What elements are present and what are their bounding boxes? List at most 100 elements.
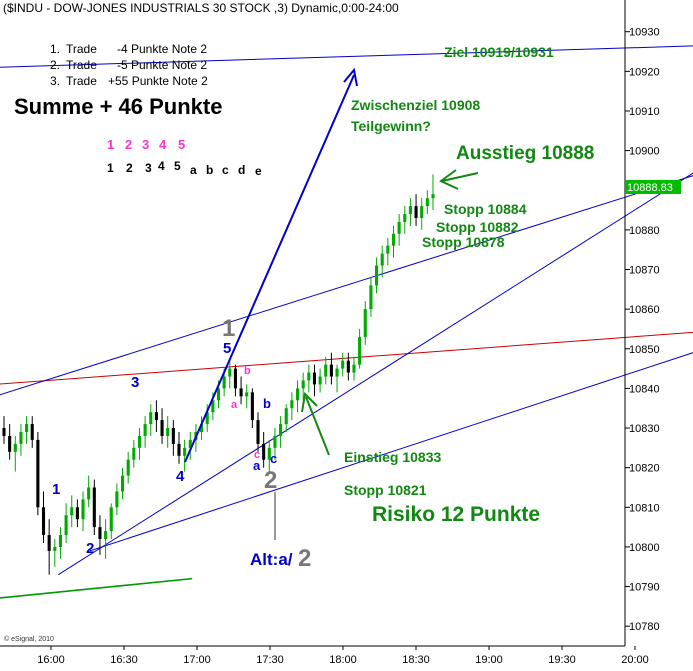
candle-body: [211, 400, 215, 413]
candle-body: [307, 372, 311, 381]
candle-body: [36, 439, 40, 508]
y-tick-label: 10820: [629, 463, 660, 475]
count-pink-row: 1 2 3 4 5: [107, 137, 185, 152]
x-tick-label: 20:00: [621, 654, 649, 666]
candle-body: [228, 368, 232, 377]
candle-body: [352, 364, 356, 373]
entry-arrow-head: [301, 391, 318, 413]
count-black-2: 2: [126, 161, 133, 175]
candle-body: [171, 428, 175, 444]
candle-body: [75, 507, 79, 520]
y-tick-label: 10850: [629, 344, 660, 356]
candle-body: [25, 424, 29, 432]
alt-label: Alt:a/: [250, 550, 293, 569]
wave-c-pink: c: [254, 449, 260, 461]
candle-body: [216, 388, 221, 401]
count-black-a: a: [190, 163, 197, 177]
legend-label-3: Trade: [66, 74, 97, 88]
x-tick-label: 16:30: [110, 654, 138, 666]
candle-body: [273, 435, 277, 448]
count-black-e: e: [255, 164, 262, 178]
x-tick-label: 19:00: [475, 654, 503, 666]
y-tick-label: 10810: [629, 502, 660, 514]
wave-a-pink: a: [231, 399, 238, 411]
candle-body: [87, 487, 91, 500]
y-tick-label: 10900: [629, 146, 660, 158]
candle-body: [98, 527, 102, 539]
candle-body: [284, 408, 288, 425]
candle-body: [369, 285, 373, 310]
candle-body: [324, 364, 328, 377]
candle-body: [109, 507, 113, 532]
candle-body: [2, 428, 6, 436]
copyright: © eSignal, 2010: [4, 635, 54, 643]
candle-body: [295, 388, 300, 401]
exit-arrow-line: [441, 172, 479, 182]
legend-value-1: -4 Punkte Note 2: [117, 42, 207, 56]
count-black-3: 3: [145, 161, 152, 175]
trendline: [0, 175, 693, 396]
legend-label-2: Trade: [66, 58, 97, 72]
legend-value-3: +55 Punkte Note 2: [108, 74, 208, 88]
candle-body: [403, 214, 407, 222]
count-pink-3: 3: [142, 137, 149, 152]
x-tick-label: 16:00: [37, 654, 65, 666]
ziel-label: Ziel 10919/10931: [444, 44, 554, 60]
candle-body: [183, 447, 187, 456]
candle-body: [262, 443, 266, 460]
wave-b-pink: b: [244, 365, 251, 377]
wave-4-label: 4: [176, 468, 185, 485]
candle-body: [346, 360, 350, 373]
count-pink-2: 2: [125, 137, 132, 152]
trendline: [89, 352, 693, 552]
candle-body: [414, 206, 418, 218]
trendline: [58, 172, 693, 576]
legend-label-1: Trade: [66, 42, 97, 56]
candle-body: [397, 221, 401, 234]
candle-body: [143, 424, 147, 436]
candle-body: [41, 507, 46, 536]
candle-body: [431, 194, 435, 199]
wave-1-label: 1: [52, 481, 60, 498]
legend-num-2: 2.: [50, 58, 60, 72]
candle-body: [341, 360, 345, 369]
candle-body: [375, 265, 379, 286]
big-wave-1-label: 1: [222, 315, 235, 342]
wave-5-label: 5: [223, 340, 231, 357]
candle-body: [267, 447, 271, 460]
exit-arrow-head: [439, 169, 459, 190]
candle-body: [8, 435, 12, 452]
candle-body: [233, 368, 237, 389]
y-tick-label: 10920: [629, 66, 660, 78]
candle-body: [420, 206, 424, 218]
einstieg-label: Einstieg 10833: [344, 449, 441, 465]
candle-body: [312, 372, 317, 385]
wave-b-blue: b: [263, 396, 271, 411]
x-tick-label: 18:00: [329, 654, 357, 666]
candle-body: [104, 531, 108, 539]
wave-3-label: 3: [131, 374, 139, 391]
count-black-c: c: [222, 163, 229, 177]
candle-body: [160, 420, 164, 436]
entry-arrow-line: [305, 396, 330, 456]
big-wave-2-label: 2: [264, 467, 277, 494]
x-tick-label: 18:30: [402, 654, 430, 666]
trade-legend: 1. Trade -4 Punkte Note 2 2. Trade -5 Pu…: [50, 42, 208, 88]
candle-body: [391, 233, 396, 246]
candle-body: [115, 491, 119, 508]
y-tick-label: 10870: [629, 264, 660, 276]
candle-body: [81, 499, 85, 520]
candle-body: [13, 443, 17, 452]
candle-body: [301, 380, 305, 389]
candle-body: [335, 368, 339, 377]
count-black-d: d: [238, 163, 245, 177]
candle-body: [290, 400, 294, 409]
wave-a-blue: a: [253, 458, 261, 473]
count-black-b: b: [206, 163, 213, 177]
count-pink-4: 4: [159, 137, 167, 152]
alt-number: 2: [298, 545, 311, 572]
candle-body: [53, 546, 57, 551]
wave-labels: 1 2 3 4 5 1 2 a b c a b c: [52, 315, 277, 557]
candle-body: [132, 447, 136, 460]
